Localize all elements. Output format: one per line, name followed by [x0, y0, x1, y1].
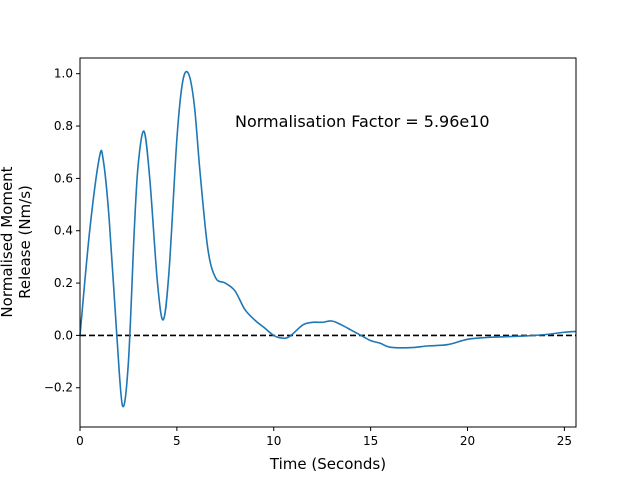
x-tick-label: 10	[266, 434, 281, 448]
y-axis-label-line1: Normalised Moment	[0, 166, 16, 317]
y-tick-label: 0.8	[54, 119, 73, 133]
y-axis-label-group: Normalised Moment Release (Nm/s)	[0, 166, 34, 317]
plot-area	[79, 70, 577, 408]
y-tick-label: 1.0	[54, 67, 73, 81]
x-axis-label: Time (Seconds)	[269, 455, 386, 473]
y-tick-label: 0.4	[54, 224, 73, 238]
axes-frame	[79, 57, 577, 428]
y-tick-label: 0.2	[54, 276, 73, 290]
x-tick-label: 5	[173, 434, 181, 448]
y-tick-label: −0.2	[44, 381, 73, 395]
y-tick-label: 0.6	[54, 171, 73, 185]
axis-ticks: 0 5 10 15 20 25 −0.2 0.0 0.2 0.4 0.6 0.8 1.0	[44, 67, 572, 448]
x-tick-label: 20	[460, 434, 475, 448]
x-tick-label: 0	[76, 434, 84, 448]
y-tick-label: 0.0	[54, 328, 73, 342]
series-line-0	[79, 70, 577, 408]
x-tick-label: 15	[363, 434, 378, 448]
annotation: Normalisation Factor = 5.96e10	[235, 112, 490, 131]
y-axis-label-line2: Release (Nm/s)	[16, 185, 34, 299]
x-tick-label: 25	[557, 434, 572, 448]
